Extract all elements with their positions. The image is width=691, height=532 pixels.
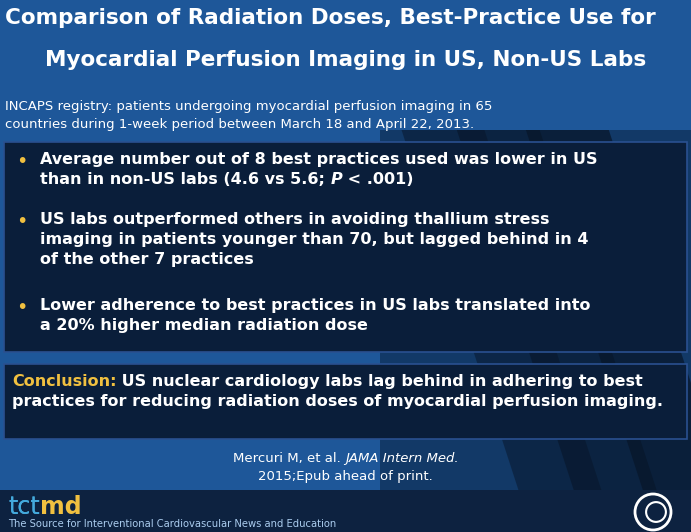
Text: US nuclear cardiology labs lag behind in adhering to best: US nuclear cardiology labs lag behind in… <box>117 374 643 389</box>
Text: Myocardial Perfusion Imaging in US, Non-US Labs: Myocardial Perfusion Imaging in US, Non-… <box>45 50 646 70</box>
Text: Lower adherence to best practices in US labs translated into: Lower adherence to best practices in US … <box>40 298 591 313</box>
Text: tct: tct <box>8 495 40 519</box>
Text: US labs outperformed others in avoiding thallium stress: US labs outperformed others in avoiding … <box>40 212 549 227</box>
Bar <box>0 0 691 130</box>
Text: a 20% higher median radiation dose: a 20% higher median radiation dose <box>40 318 368 333</box>
Text: 2015;Epub ahead of print.: 2015;Epub ahead of print. <box>258 470 433 483</box>
Bar <box>380 0 691 532</box>
Text: JAMA Intern Med.: JAMA Intern Med. <box>346 452 459 465</box>
Text: Average number out of 8 best practices used was lower in US: Average number out of 8 best practices u… <box>40 152 598 167</box>
Bar <box>0 490 691 532</box>
Polygon shape <box>359 0 615 532</box>
Text: imaging in patients younger than 70, but lagged behind in 4: imaging in patients younger than 70, but… <box>40 232 589 247</box>
Text: •: • <box>17 298 28 317</box>
FancyBboxPatch shape <box>4 142 687 352</box>
Text: md: md <box>40 495 82 519</box>
Text: •: • <box>17 152 28 171</box>
Polygon shape <box>415 0 670 532</box>
Text: INCAPS registry: patients undergoing myocardial perfusion imaging in 65: INCAPS registry: patients undergoing myo… <box>5 100 493 113</box>
Text: •: • <box>17 212 28 231</box>
Text: of the other 7 practices: of the other 7 practices <box>40 252 254 267</box>
Text: The Source for Interventional Cardiovascular News and Education: The Source for Interventional Cardiovasc… <box>8 519 337 529</box>
Polygon shape <box>484 0 691 532</box>
Text: < .001): < .001) <box>342 172 414 187</box>
Text: Comparison of Radiation Doses, Best-Practice Use for: Comparison of Radiation Doses, Best-Prac… <box>5 8 656 28</box>
Text: practices for reducing radiation doses of myocardial perfusion imaging.: practices for reducing radiation doses o… <box>12 394 663 409</box>
Text: Conclusion:: Conclusion: <box>12 374 117 389</box>
Text: Mercuri M, et al.: Mercuri M, et al. <box>234 452 346 465</box>
Text: P: P <box>330 172 342 187</box>
Text: than in non-US labs (4.6 vs 5.6;: than in non-US labs (4.6 vs 5.6; <box>40 172 330 187</box>
Text: tct: tct <box>8 495 40 519</box>
Text: countries during 1-week period between March 18 and April 22, 2013.: countries during 1-week period between M… <box>5 118 474 131</box>
FancyBboxPatch shape <box>4 364 687 439</box>
